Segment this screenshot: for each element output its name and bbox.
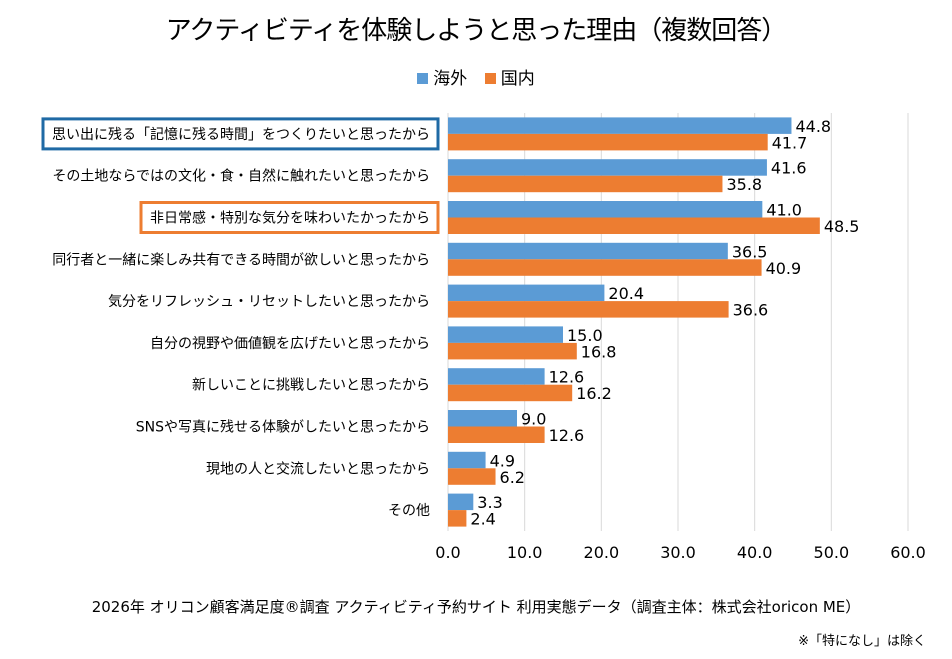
highlight-box <box>41 117 440 151</box>
highlight-box <box>139 201 440 234</box>
legend-swatch-overseas <box>417 73 429 84</box>
category-label: 気分をリフレッシュ・リセットしたいと思ったから <box>108 294 430 310</box>
legend-label-domestic: 国内 <box>500 69 535 89</box>
data-label-domestic: 16.2 <box>576 384 612 403</box>
data-label-overseas: 44.8 <box>795 117 831 136</box>
bar-overseas <box>448 451 486 469</box>
data-label-overseas: 12.6 <box>549 368 585 387</box>
category-label: 思い出に残る「記憶に残る時間」をつくりたいと思ったから <box>52 126 430 143</box>
bar-domestic <box>448 217 820 234</box>
data-label-overseas: 41.0 <box>766 201 802 220</box>
category-label: 同行者と一緒に楽しみ共有できる時間が欲しいと思ったから <box>52 252 430 268</box>
x-tick-label: 10.0 <box>507 543 543 562</box>
data-label-domestic: 2.4 <box>470 510 495 529</box>
category-label: その他 <box>388 503 430 519</box>
data-label-overseas: 3.3 <box>477 493 502 512</box>
data-label-overseas: 36.5 <box>732 242 768 261</box>
bar-overseas <box>448 242 728 260</box>
bar-chart: 0.0 10.0 20.0 30.0 40.0 50.0 60.0 思い出に残る「記憶に残る時… <box>41 113 926 562</box>
x-tick-label: 0.0 <box>435 543 460 562</box>
x-tick-label: 20.0 <box>584 543 620 562</box>
bar-overseas <box>448 368 545 385</box>
data-label-domestic: 35.8 <box>726 175 762 194</box>
data-label-domestic: 48.5 <box>824 217 860 236</box>
bar-domestic <box>448 468 496 485</box>
footnote: ※「特になし」は除く <box>798 634 926 649</box>
legend-swatch-domestic <box>484 73 496 84</box>
x-tick-label: 30.0 <box>660 543 696 562</box>
bar-domestic <box>448 510 467 527</box>
category-label: その土地ならではの文化・食・自然に触れたいと思ったから <box>52 168 430 185</box>
category-label: SNSや写真に残せる体験がしたいと思ったから <box>136 420 430 436</box>
source-footer: 2026年 オリコン顧客満足度®調査 アクティビティ予約サイト 利用実態データ（… <box>91 598 861 616</box>
data-label-overseas: 20.4 <box>608 284 644 303</box>
category-label: 自分の視野や価値観を広げたいと思ったから <box>150 335 430 352</box>
x-tick-label: 50.0 <box>814 543 850 562</box>
bar-domestic <box>448 301 729 318</box>
bar-overseas <box>448 493 474 511</box>
data-label-domestic: 36.6 <box>733 301 769 320</box>
bar-domestic <box>448 133 768 151</box>
bar-overseas <box>448 410 517 427</box>
legend-item-domestic: 国内 <box>484 64 535 89</box>
data-label-overseas: 9.0 <box>521 410 546 429</box>
data-label-domestic: 41.7 <box>772 133 808 152</box>
category-label: 現地の人と交流したいと思ったから <box>206 460 430 477</box>
bar-overseas <box>448 117 792 134</box>
data-label-overseas: 15.0 <box>567 326 603 345</box>
x-tick-label: 40.0 <box>737 543 773 562</box>
bar-domestic <box>448 426 545 443</box>
data-label-domestic: 12.6 <box>549 426 585 445</box>
bar-overseas <box>448 284 605 302</box>
data-label-overseas: 4.9 <box>490 451 515 470</box>
x-tick-label: 60.0 <box>890 543 926 562</box>
bar-overseas <box>448 159 767 176</box>
chart-title: アクティビティを体験しようと思った理由（複数回答） <box>165 16 788 46</box>
data-label-overseas: 41.6 <box>771 159 807 178</box>
data-label-domestic: 16.8 <box>581 342 617 361</box>
bar-domestic <box>448 342 577 360</box>
data-label-domestic: 40.9 <box>766 259 802 278</box>
bar-domestic <box>448 259 762 276</box>
category-label: 非日常感・特別な気分を味わいたかったから <box>150 210 430 227</box>
bar-domestic <box>448 175 723 193</box>
bar-overseas <box>448 201 763 218</box>
data-label-domestic: 6.2 <box>500 468 525 487</box>
bar-overseas <box>448 326 563 343</box>
category-label: 新しいことに挑戦したいと思ったから <box>192 378 430 394</box>
legend-item-overseas: 海外 <box>417 64 467 89</box>
legend-label-overseas: 海外 <box>433 69 468 89</box>
legend: 海外 国内 <box>0 64 952 89</box>
bar-domestic <box>448 384 573 402</box>
